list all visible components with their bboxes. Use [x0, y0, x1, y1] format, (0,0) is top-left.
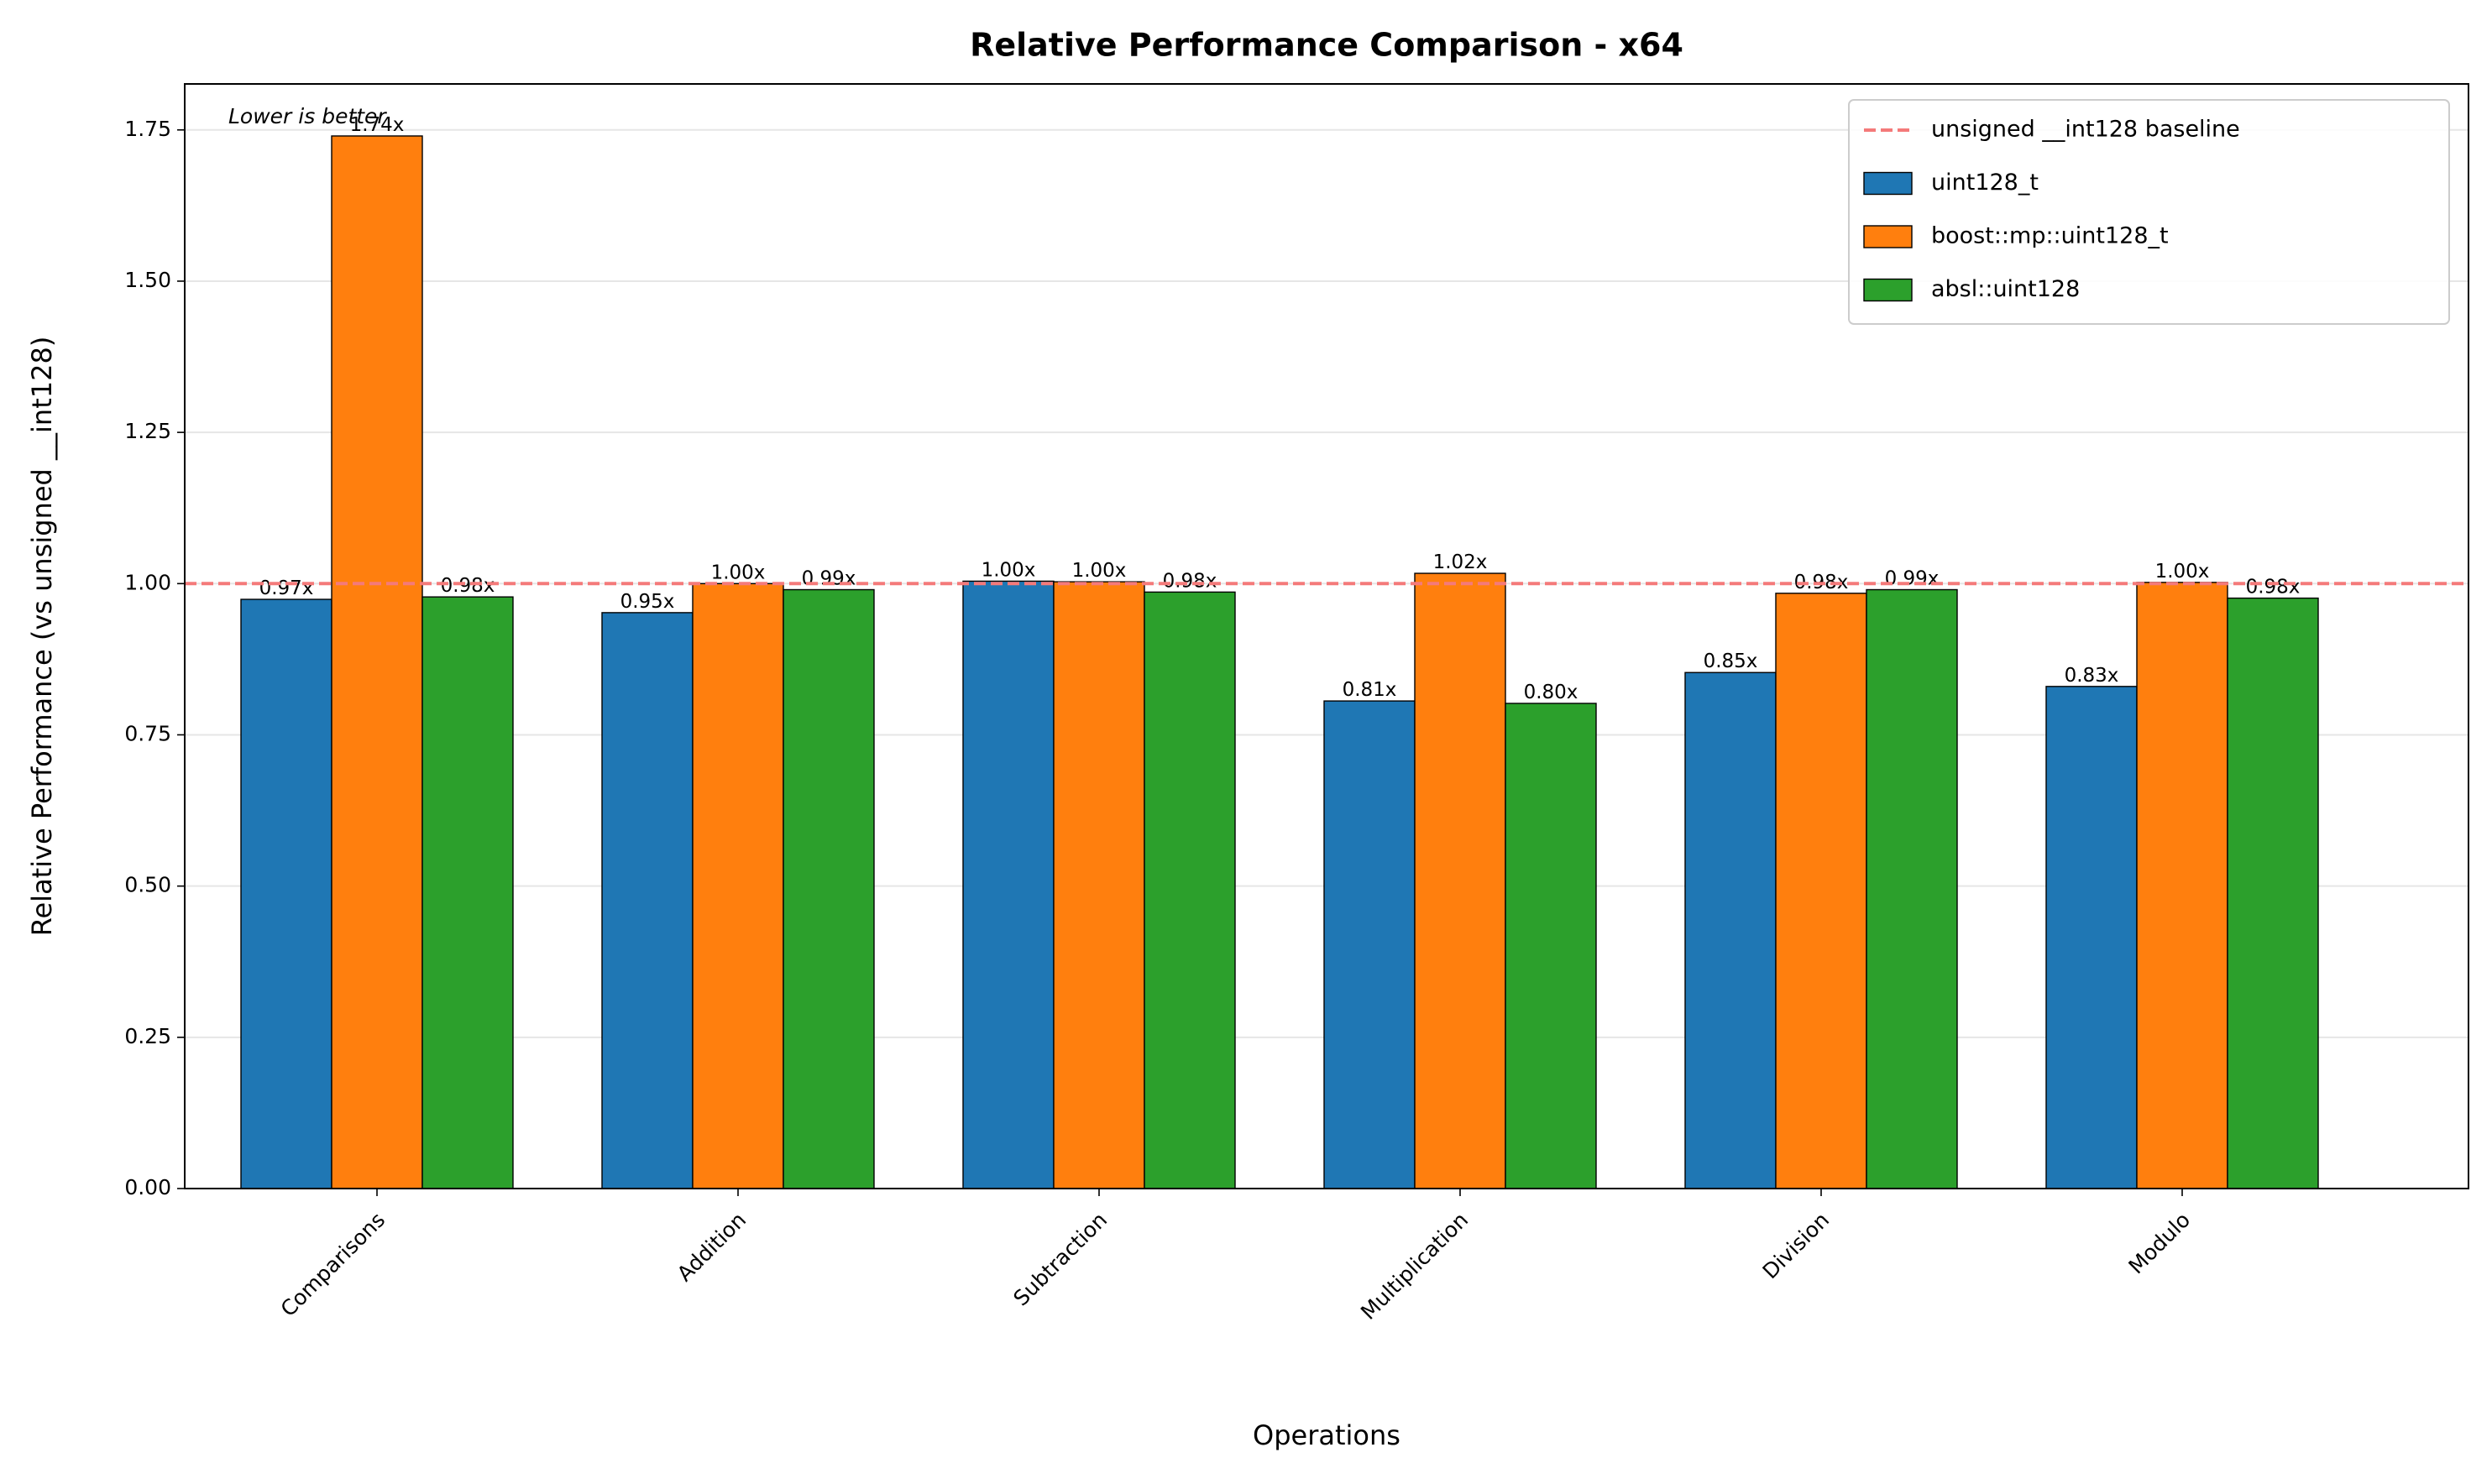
bar-value-label: 0.97x: [259, 577, 314, 599]
bar-value-label: 1.74x: [350, 114, 405, 136]
bar: [2227, 597, 2319, 1189]
bar: [1775, 593, 1867, 1189]
bar-value-label: 0.98x: [2246, 577, 2301, 598]
x-tick-label: Division: [1758, 1208, 1835, 1284]
bar: [2136, 582, 2228, 1189]
bar-value-label: 0.99x: [1885, 568, 1940, 590]
y-tick-label: 0.00: [124, 1175, 171, 1199]
bar: [1144, 591, 1236, 1189]
bar: [962, 580, 1055, 1189]
bar-value-label: 0.99x: [802, 568, 856, 590]
y-tick-label: 0.25: [124, 1024, 171, 1048]
bar: [692, 583, 784, 1189]
bar-value-label: 0.80x: [1524, 682, 1578, 703]
bar-value-label: 1.00x: [982, 559, 1036, 581]
bar-value-label: 1.00x: [1072, 560, 1127, 582]
bar-value-label: 0.85x: [1704, 651, 1758, 672]
bar-value-label: 0.98x: [441, 575, 495, 597]
x-tick-label: Subtraction: [1008, 1208, 1112, 1311]
legend-box: [1848, 99, 2450, 325]
legend-swatch: [1863, 278, 1913, 302]
bar-value-label: 0.81x: [1343, 679, 1397, 701]
x-tick-label: Multiplication: [1356, 1208, 1473, 1325]
bar: [1053, 581, 1145, 1189]
bar: [331, 135, 423, 1189]
legend-label: uint128_t: [1931, 170, 2039, 196]
legend-swatch: [1863, 171, 1913, 196]
x-axis-label: Operations: [1253, 1419, 1400, 1451]
y-tick-label: 0.50: [124, 873, 171, 897]
legend-label: unsigned __int128 baseline: [1931, 117, 2240, 143]
bar: [783, 588, 875, 1189]
annotation: Lower is better: [228, 104, 387, 128]
y-tick-label: 1.00: [124, 570, 171, 594]
bar-value-label: 1.02x: [1433, 551, 1488, 573]
y-tick-label: 1.25: [124, 419, 171, 443]
bar: [1866, 588, 1958, 1189]
bar-value-label: 0.98x: [1163, 570, 1217, 592]
x-tick-label: Modulo: [2123, 1208, 2195, 1279]
y-tick-label: 1.75: [124, 117, 171, 141]
y-tick-label: 1.50: [124, 268, 171, 292]
y-tick-label: 0.75: [124, 721, 171, 745]
bar: [1505, 703, 1597, 1189]
bar: [421, 596, 514, 1189]
chart-title: Relative Performance Comparison - x64: [970, 27, 1683, 64]
bar: [1323, 700, 1416, 1189]
x-tick-label: Addition: [673, 1208, 751, 1287]
legend-swatch: [1863, 225, 1913, 248]
bar: [1684, 671, 1777, 1189]
bar: [2045, 686, 2138, 1189]
x-tick-label: Comparisons: [276, 1208, 390, 1322]
bar-value-label: 1.00x: [2155, 561, 2210, 583]
bar: [1414, 572, 1506, 1189]
legend-label: absl::uint128: [1931, 276, 2080, 302]
plot-frame: [184, 83, 2469, 1189]
bar-value-label: 0.95x: [620, 591, 675, 613]
y-axis-label: Relative Performance (vs unsigned __int1…: [26, 337, 58, 937]
bar: [240, 598, 332, 1189]
legend-label: boost::mp::uint128_t: [1931, 223, 2169, 249]
bar: [601, 612, 694, 1189]
bar-value-label: 0.83x: [2065, 665, 2119, 687]
bar-value-label: 1.00x: [711, 562, 766, 583]
